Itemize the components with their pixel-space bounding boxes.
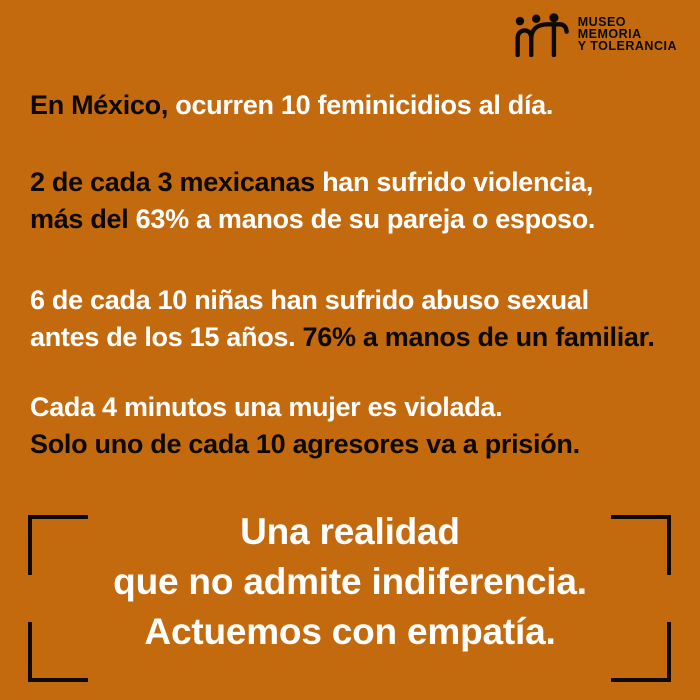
- stat-femicides: En México, ocurren 10 feminicidios al dí…: [30, 87, 692, 124]
- closing-message-line: que no admite indiferencia.: [113, 561, 587, 602]
- logo-text-line: MUSEO: [577, 15, 627, 29]
- stat-segment: más del: [30, 204, 136, 234]
- closing-message-line: Actuemos con empatía.: [144, 611, 556, 652]
- stat-segment: 6 de cada 10 niñas han sufrido abuso sex…: [30, 285, 589, 315]
- stat-segment: 76% a manos de un familiar.: [302, 322, 655, 352]
- frame-corner-bottom-left: [28, 622, 88, 682]
- stat-segment: Solo uno de cada 10 agresores va a prisi…: [30, 429, 580, 459]
- stat-segment: Cada 4 minutos una mujer es violada.: [30, 392, 503, 422]
- stat-segment: 63% a manos de su pareja o esposo.: [135, 204, 596, 234]
- stat-segment: 2 de cada 3 mexicanas: [30, 167, 323, 197]
- mmt-three-figures-icon: [515, 13, 569, 57]
- stat-segment: antes de los 15 años.: [30, 322, 303, 352]
- museum-logo-wordmark: MUSEO MEMORIA Y TOLERANCIA: [577, 13, 677, 53]
- closing-message: Una realidad que no admite indiferencia.…: [0, 507, 700, 657]
- stat-segment: han sufrido violencia,: [322, 167, 594, 197]
- stat-segment: ocurren 10 feminicidios al día.: [175, 90, 554, 120]
- frame-corner-top-left: [28, 515, 88, 575]
- logo-text-line: Y TOLERANCIA: [577, 39, 677, 53]
- stat-partner-violence: 2 de cada 3 mexicanas han sufrido violen…: [30, 164, 692, 238]
- frame-corner-top-right: [611, 515, 671, 575]
- stat-rape-impunity: Cada 4 minutos una mujer es violada. Solo…: [30, 389, 692, 463]
- stat-segment: En México,: [30, 90, 176, 120]
- frame-corner-bottom-right: [611, 622, 671, 682]
- closing-message-line: Una realidad: [240, 511, 460, 552]
- museum-logo: MUSEO MEMORIA Y TOLERANCIA: [513, 13, 677, 57]
- logo-text-line: MEMORIA: [577, 27, 642, 41]
- stat-child-abuse: 6 de cada 10 niñas han sufrido abuso sex…: [30, 282, 692, 356]
